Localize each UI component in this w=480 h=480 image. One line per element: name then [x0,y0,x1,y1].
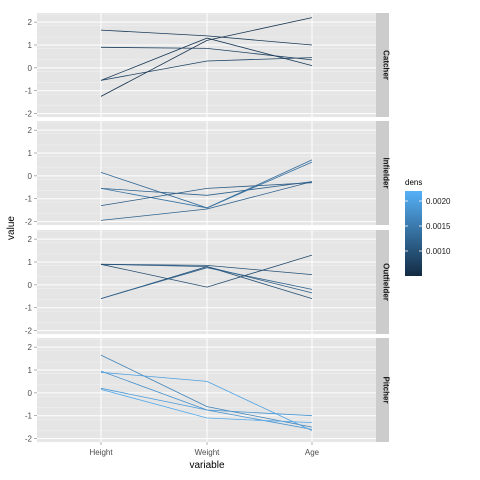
facet-strip-label: Infielder [382,157,391,188]
y-tick-label: 0 [28,389,33,398]
y-tick-label: 1 [28,149,33,158]
series-line [100,267,313,299]
y-tick-label: -2 [25,110,33,119]
series-line [100,389,313,423]
series-line [100,181,313,221]
x-tick-label: Age [305,448,320,457]
y-tick-label: 0 [28,64,33,73]
facet-strip-label: Outfielder [382,263,391,301]
x-axis-title: variable [189,460,224,471]
y-tick-label: -1 [25,412,33,421]
legend-colorbar [405,191,422,276]
series-line [100,57,313,81]
y-tick-label: 2 [28,126,33,135]
y-tick-label: -1 [25,87,33,96]
panel-infielder: -2 -1 0 1 2 Infielder [25,121,391,227]
series-line [100,29,313,46]
facet-strip [376,338,389,442]
series-line [100,254,313,288]
panel-pitcher: -2 -1 0 1 2 Pitcher [25,338,391,444]
facet-strip-label: Pitcher [382,376,391,403]
x-axis: Height Weight Age [89,442,320,457]
facet-strip [376,230,389,334]
panel-catcher: -2 -1 0 1 2 Catcher [25,13,391,119]
legend-tick-label: 0.0015 [426,222,451,231]
series-line [100,387,313,417]
panel-outfielder: -2 -1 0 1 2 Outfielder [25,230,391,336]
y-tick-label: 1 [28,258,33,267]
series-line [100,182,313,206]
series-line [100,161,313,209]
legend-title: dens [405,178,422,187]
y-tick-label: -1 [25,304,33,313]
y-axis-title: value [6,216,17,240]
x-tick-label: Height [89,448,113,457]
legend: dens 0.0020 0.0015 0.0010 [405,178,451,276]
y-tick-label: -2 [25,435,33,444]
facet-strip [376,121,389,225]
y-tick-label: 0 [28,172,33,181]
series-line [100,17,313,97]
series-line [100,354,313,428]
y-tick-label: -2 [25,218,33,227]
y-tick-label: 2 [28,235,33,244]
legend-tick-label: 0.0010 [426,247,451,256]
facet-strip [376,13,389,117]
y-tick-label: 2 [28,18,33,27]
y-tick-label: 1 [28,366,33,375]
x-tick-label: Weight [195,448,221,457]
y-tick-label: 2 [28,343,33,352]
chart-panels: -2 -1 0 1 2 Catcher -2 -1 0 1 2 Infielder -2 -1 0 1 2 Out… [25,13,391,444]
facet-strip-label: Catcher [382,50,391,80]
y-tick-label: 1 [28,41,33,50]
y-tick-label: -2 [25,327,33,336]
legend-tick-label: 0.0020 [426,197,451,206]
y-tick-label: 0 [28,281,33,290]
series-line [100,181,313,196]
series-line [100,37,313,81]
y-tick-label: -1 [25,195,33,204]
